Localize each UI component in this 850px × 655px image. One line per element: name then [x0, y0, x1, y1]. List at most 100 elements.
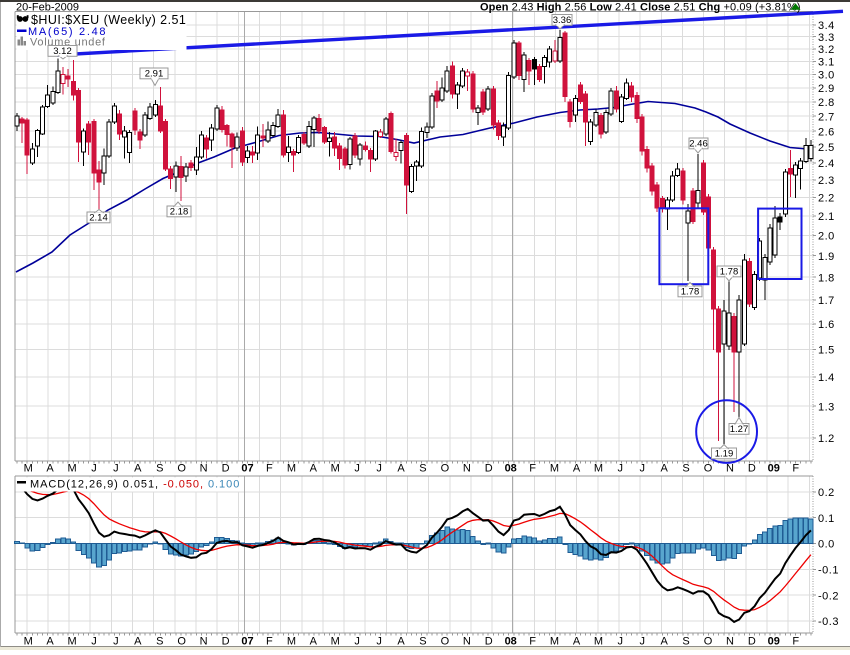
svg-text:D: D [748, 463, 756, 475]
svg-text:MACD(12,26,9) 0.051, -0.050, 0: MACD(12,26,9) 0.051, -0.050, 0.100 [30, 479, 240, 491]
svg-text:D: D [748, 636, 756, 648]
svg-text:F: F [529, 636, 536, 648]
svg-text:O: O [441, 636, 450, 648]
svg-text:1.7: 1.7 [818, 295, 835, 307]
svg-text:3.36: 3.36 [553, 15, 572, 26]
svg-text:1.4: 1.4 [818, 372, 835, 384]
svg-text:J: J [618, 463, 624, 475]
svg-text:08: 08 [505, 463, 517, 475]
svg-text:A: A [573, 636, 581, 648]
svg-text:F: F [266, 636, 273, 648]
svg-text:09: 09 [768, 636, 780, 648]
svg-text:O: O [441, 463, 450, 475]
svg-text:A: A [134, 636, 142, 648]
svg-text:A: A [310, 636, 318, 648]
svg-text:1.2: 1.2 [818, 433, 835, 445]
svg-text:J: J [618, 636, 624, 648]
svg-text:2.8: 2.8 [818, 97, 835, 109]
svg-text:J: J [354, 636, 360, 648]
svg-text:3.3: 3.3 [818, 32, 835, 44]
svg-text:J: J [376, 636, 382, 648]
svg-text:J: J [113, 463, 119, 475]
svg-text:3.4: 3.4 [818, 20, 835, 32]
svg-text:1.6: 1.6 [818, 319, 835, 331]
svg-text:2.9: 2.9 [818, 83, 835, 95]
svg-text:1.78: 1.78 [681, 287, 700, 298]
svg-text:J: J [91, 636, 97, 648]
svg-text:M: M [287, 636, 296, 648]
svg-text:2.4: 2.4 [818, 158, 835, 170]
svg-text:M: M [24, 463, 33, 475]
svg-text:07: 07 [241, 636, 253, 648]
svg-text:S: S [156, 636, 163, 648]
svg-text:N: N [463, 636, 471, 648]
svg-text:2.5: 2.5 [818, 142, 835, 154]
svg-text:1.9: 1.9 [818, 251, 835, 263]
svg-text:2.18: 2.18 [170, 207, 189, 218]
svg-text:20-Feb-2009: 20-Feb-2009 [16, 2, 79, 14]
svg-text:O: O [704, 463, 713, 475]
svg-text:2.1: 2.1 [818, 211, 835, 223]
svg-text:1.3: 1.3 [818, 401, 835, 413]
svg-text:09: 09 [768, 463, 780, 475]
svg-text:A: A [573, 463, 581, 475]
svg-text:F: F [792, 463, 799, 475]
svg-text:1.19: 1.19 [715, 449, 734, 460]
svg-text:S: S [419, 636, 426, 648]
svg-text:N: N [463, 463, 471, 475]
svg-text:1.78: 1.78 [720, 267, 739, 278]
svg-text:07: 07 [241, 463, 253, 475]
svg-text:MA(65) 2.48: MA(65) 2.48 [28, 26, 107, 38]
svg-text:O: O [704, 636, 713, 648]
svg-text:M: M [68, 636, 77, 648]
svg-text:3.1: 3.1 [818, 57, 835, 69]
svg-text:F: F [792, 636, 799, 648]
svg-text:2.46: 2.46 [689, 139, 708, 150]
svg-text:-0.3: -0.3 [818, 616, 839, 628]
svg-text:2.0: 2.0 [818, 231, 835, 243]
svg-text:2.3: 2.3 [818, 175, 835, 187]
svg-text:M: M [331, 636, 340, 648]
svg-text:A: A [46, 636, 54, 648]
svg-text:N: N [726, 636, 734, 648]
svg-text:J: J [91, 463, 97, 475]
svg-text:A: A [310, 463, 318, 475]
svg-text:J: J [376, 463, 382, 475]
svg-text:O: O [177, 636, 186, 648]
svg-text:F: F [266, 463, 273, 475]
svg-text:A: A [134, 463, 142, 475]
svg-text:$HUI:$XEU (Weekly) 2.51: $HUI:$XEU (Weekly) 2.51 [31, 13, 186, 27]
svg-text:F: F [529, 463, 536, 475]
svg-text:2.91: 2.91 [145, 69, 164, 80]
svg-text:0.0: 0.0 [818, 539, 835, 551]
svg-text:A: A [397, 463, 405, 475]
svg-text:D: D [222, 463, 230, 475]
svg-text:0.2: 0.2 [818, 487, 835, 499]
svg-text:1.5: 1.5 [818, 345, 835, 357]
svg-text:J: J [639, 636, 645, 648]
svg-text:S: S [682, 463, 689, 475]
svg-text:-0.2: -0.2 [818, 590, 839, 602]
svg-text:A: A [661, 636, 669, 648]
svg-text:D: D [222, 636, 230, 648]
svg-text:2.2: 2.2 [818, 193, 835, 205]
svg-text:J: J [113, 636, 119, 648]
svg-text:M: M [68, 463, 77, 475]
svg-text:J: J [354, 463, 360, 475]
svg-text:D: D [485, 463, 493, 475]
svg-text:N: N [726, 463, 734, 475]
svg-text:M: M [594, 636, 603, 648]
svg-text:O: O [177, 463, 186, 475]
svg-text:J: J [639, 463, 645, 475]
svg-text:1.8: 1.8 [818, 272, 835, 284]
svg-text:A: A [46, 463, 54, 475]
svg-text:A: A [397, 636, 405, 648]
svg-text:1.27: 1.27 [730, 424, 749, 435]
svg-text:2.7: 2.7 [818, 111, 835, 123]
svg-text:M: M [550, 463, 559, 475]
svg-text:2.14: 2.14 [89, 213, 108, 224]
svg-text:3.12: 3.12 [53, 46, 72, 57]
svg-text:08: 08 [505, 636, 517, 648]
svg-text:Open 2.43 High 2.56 Low 2.41 C: Open 2.43 High 2.56 Low 2.41 Close 2.51 … [480, 2, 801, 14]
svg-text:N: N [200, 463, 208, 475]
